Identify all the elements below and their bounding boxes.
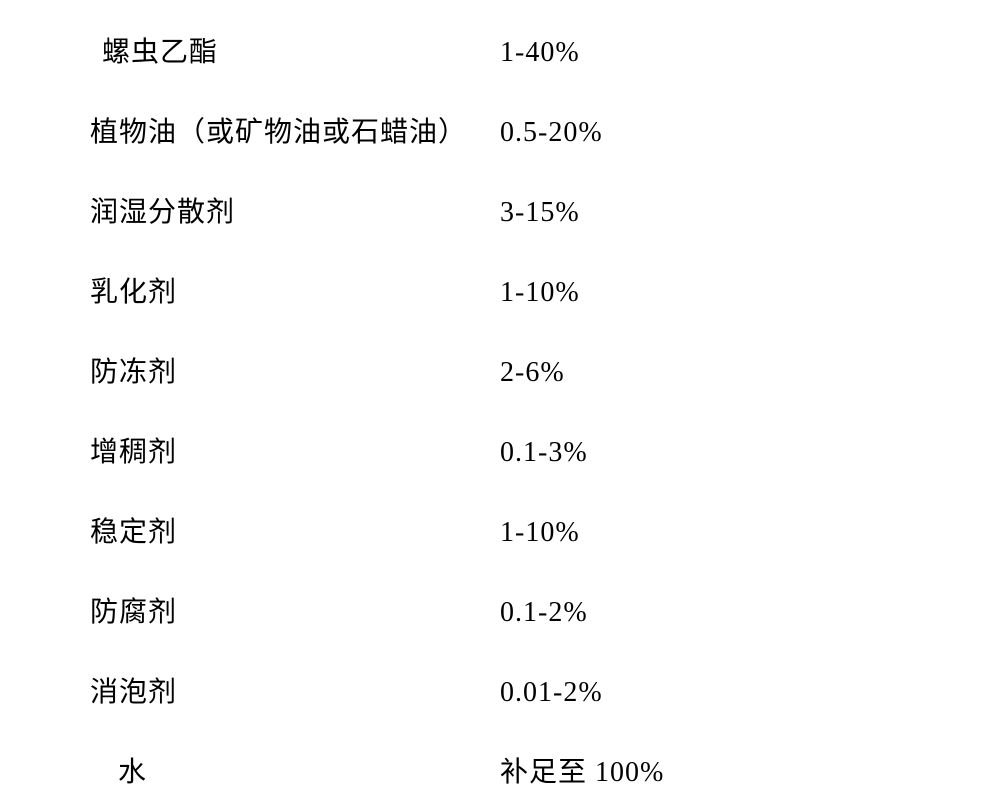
table-row: 乳化剂 1-10% xyxy=(90,270,910,310)
ingredient-label: 防冻剂 xyxy=(90,350,500,390)
ingredient-label: 稳定剂 xyxy=(90,510,500,550)
table-row: 润湿分散剂 3-15% xyxy=(90,190,910,230)
ingredient-label: 防腐剂 xyxy=(90,590,500,630)
ingredient-value: 0.1-3% xyxy=(500,437,588,469)
ingredient-value: 0.5-20% xyxy=(500,117,603,149)
table-row: 水 补足至 100% xyxy=(90,750,910,790)
ingredient-label: 润湿分散剂 xyxy=(90,190,500,230)
ingredient-value: 1-10% xyxy=(500,277,580,309)
table-row: 防腐剂 0.1-2% xyxy=(90,590,910,630)
composition-table: 螺虫乙酯 1-40% 植物油（或矿物油或石蜡油） 0.5-20% 润湿分散剂 3… xyxy=(90,30,910,790)
ingredient-label: 螺虫乙酯 xyxy=(90,30,500,70)
ingredient-value: 1-40% xyxy=(500,37,580,69)
table-row: 消泡剂 0.01-2% xyxy=(90,670,910,710)
table-row: 植物油（或矿物油或石蜡油） 0.5-20% xyxy=(90,110,910,150)
ingredient-value: 补足至 100% xyxy=(500,750,664,790)
ingredient-label: 水 xyxy=(90,750,500,790)
ingredient-label: 增稠剂 xyxy=(90,430,500,470)
ingredient-label: 植物油（或矿物油或石蜡油） xyxy=(90,110,500,150)
table-row: 增稠剂 0.1-3% xyxy=(90,430,910,470)
ingredient-value: 3-15% xyxy=(500,197,580,229)
ingredient-value: 2-6% xyxy=(500,357,565,389)
ingredient-value: 0.1-2% xyxy=(500,597,588,629)
ingredient-value: 0.01-2% xyxy=(500,677,603,709)
ingredient-label: 乳化剂 xyxy=(90,270,500,310)
table-row: 防冻剂 2-6% xyxy=(90,350,910,390)
table-row: 螺虫乙酯 1-40% xyxy=(90,30,910,70)
table-row: 稳定剂 1-10% xyxy=(90,510,910,550)
ingredient-value: 1-10% xyxy=(500,517,580,549)
ingredient-label: 消泡剂 xyxy=(90,670,500,710)
